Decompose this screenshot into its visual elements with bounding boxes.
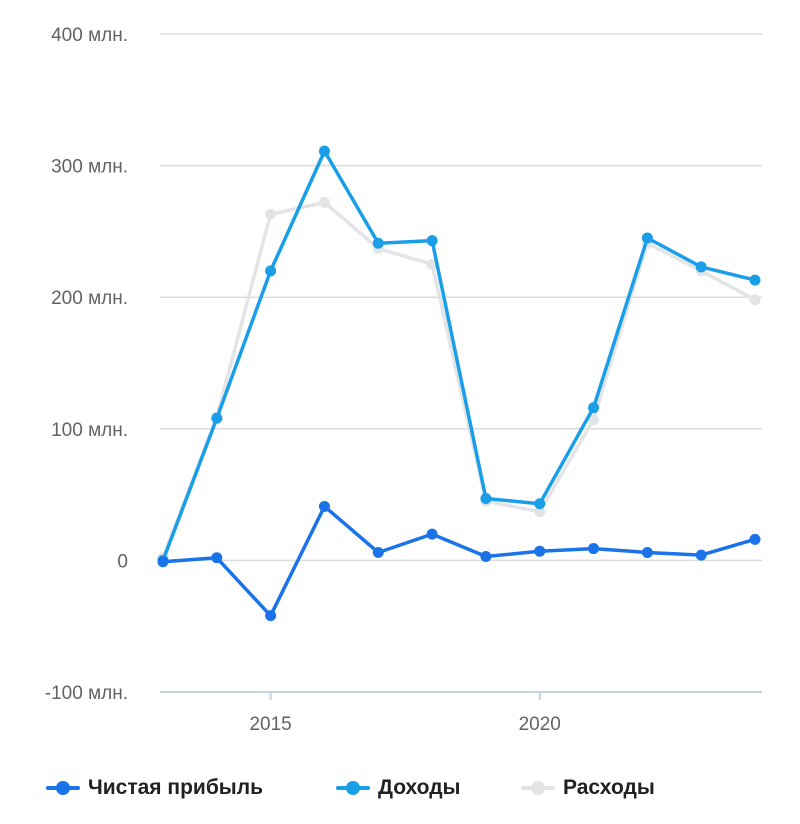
y-tick-label: -100 млн.: [45, 683, 128, 704]
x-tick-label: 2020: [519, 714, 561, 735]
legend-label: Доходы: [378, 776, 461, 799]
data-point: [211, 412, 223, 424]
data-point: [426, 235, 438, 247]
y-tick-label: 100 млн.: [51, 420, 128, 441]
data-point: [318, 196, 330, 208]
legend-item-expenses[interactable]: Расходы: [521, 768, 655, 808]
data-point: [265, 208, 277, 220]
data-point: [588, 402, 600, 414]
data-point: [749, 533, 761, 545]
data-point: [265, 265, 277, 277]
data-point: [480, 493, 492, 505]
data-point: [749, 294, 761, 306]
data-point: [534, 498, 546, 510]
legend-item-revenue[interactable]: Доходы: [336, 768, 461, 808]
y-tick-label: 300 млн.: [51, 157, 128, 178]
data-point: [534, 545, 546, 557]
data-point: [695, 549, 707, 561]
data-point: [318, 145, 330, 157]
data-point: [211, 552, 223, 564]
data-point: [372, 547, 384, 559]
legend-item-net-profit[interactable]: Чистая прибыль: [46, 768, 263, 808]
data-point: [426, 528, 438, 540]
series-line: [161, 149, 757, 563]
data-point: [480, 550, 492, 562]
data-point: [641, 232, 653, 244]
legend-dot: [56, 781, 70, 795]
data-point: [641, 547, 653, 559]
data-point: [588, 414, 600, 426]
legend-dot: [531, 781, 545, 795]
data-point: [372, 237, 384, 249]
legend-swatch-revenue: [336, 778, 370, 798]
legend-swatch-net-profit: [46, 778, 80, 798]
line-chart: -100 млн. 0 100 млн. 200 млн. 300 млн. 400 мл…: [45, 25, 762, 735]
y-tick-label: 0: [117, 551, 128, 572]
data-point: [265, 610, 277, 622]
data-point: [318, 500, 330, 512]
data-point: [588, 543, 600, 555]
legend-swatch-expenses: [521, 778, 555, 798]
y-tick-label: 200 млн.: [51, 288, 128, 309]
series-line: [161, 504, 757, 618]
data-point: [749, 274, 761, 286]
data-point: [695, 261, 707, 273]
y-tick-label: 400 млн.: [51, 25, 128, 46]
legend-dot: [346, 781, 360, 795]
data-point: [534, 506, 546, 518]
legend-label: Чистая прибыль: [88, 776, 263, 799]
chart-legend: Чистая прибыль Доходы Расходы: [0, 768, 800, 808]
data-point: [157, 556, 169, 568]
x-tick-label: 2015: [249, 714, 291, 735]
legend-label: Расходы: [563, 776, 655, 799]
series-line: [161, 200, 757, 560]
